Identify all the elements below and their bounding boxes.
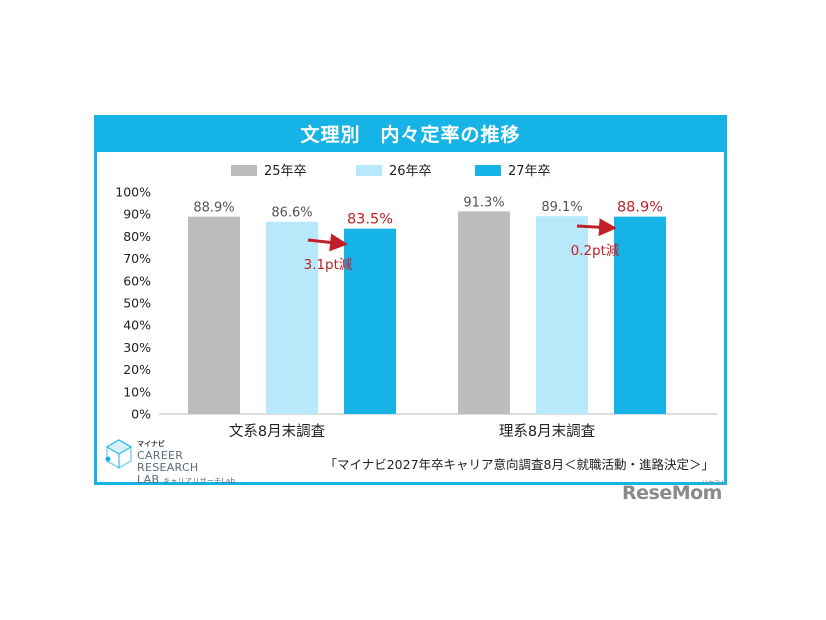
cube-logo-icon (105, 439, 132, 469)
logo-main-2: LAB (137, 473, 160, 486)
annotations: 3.1pt減 0.2pt減 (304, 218, 620, 273)
bar-1-0 (458, 211, 510, 414)
arrow-icon (307, 233, 348, 252)
bar-value-label: 83.5% (347, 212, 393, 228)
logo-sub: キャリアリサーチLab (163, 477, 236, 485)
y-tick-label: 30% (123, 340, 151, 355)
legend: 25年卒 26年卒 27年卒 (231, 164, 551, 179)
y-tick-label: 60% (123, 273, 151, 288)
y-tick-label: 100% (115, 185, 151, 200)
legend-swatch-2 (475, 165, 501, 176)
y-tick-label: 20% (123, 362, 151, 377)
arrow-icon (576, 218, 617, 237)
logo-main-1: CAREER RESEARCH (137, 449, 199, 474)
x-category-label: 理系8月末調査 (499, 423, 595, 440)
bar-value-label: 89.1% (541, 200, 582, 215)
y-tick-label: 80% (123, 229, 151, 244)
resemom-watermark: ReseMom (622, 482, 722, 504)
bar-0-2 (344, 228, 396, 414)
change-annotation: 0.2pt減 (571, 242, 620, 259)
chart-title: 文理別 内々定率の推移 (97, 118, 724, 152)
change-annotation: 3.1pt減 (304, 256, 353, 273)
career-research-lab-logo: マイナビ CAREER RESEARCH LAB キャリアリサーチLab (105, 438, 245, 486)
legend-swatch-0 (231, 165, 257, 176)
y-tick-label: 90% (123, 207, 151, 222)
y-tick-label: 70% (123, 251, 151, 266)
y-tick-label: 10% (123, 384, 151, 399)
y-axis: 0% 10% 20% 30% 40% 50% 60% 70% 80% 90% 100% (115, 185, 717, 422)
bar-0-0 (188, 216, 240, 414)
resemom-watermark-kana: リセマム (702, 480, 727, 487)
bars: 88.9% 86.6% 83.5% 91.3% 89.1% 88.9% (188, 195, 666, 414)
legend-label-2: 27年卒 (508, 164, 551, 179)
bar-1-1 (536, 216, 588, 414)
bar-value-label: 86.6% (271, 206, 312, 221)
bar-value-label: 88.9% (193, 201, 234, 216)
legend-swatch-1 (356, 165, 382, 176)
bar-value-label: 91.3% (463, 195, 504, 210)
bar-0-1 (266, 221, 318, 414)
logo-kana: マイナビ (137, 440, 165, 448)
bar-1-2 (614, 216, 666, 414)
x-axis: 文系8月末調査 理系8月末調査 (229, 423, 595, 440)
x-category-label: 文系8月末調査 (229, 423, 325, 440)
bar-value-label: 88.9% (617, 200, 663, 216)
y-tick-label: 50% (123, 296, 151, 311)
legend-label-1: 26年卒 (389, 164, 432, 179)
chart-frame: 文理別 内々定率の推移 25年卒 26年卒 27年卒 0% 10% 20% 30% 40% 5… (94, 115, 727, 486)
bar-chart: 25年卒 26年卒 27年卒 0% 10% 20% 30% 40% 50% 60% 70% 80% 9… (115, 164, 717, 440)
y-tick-label: 0% (131, 407, 151, 422)
legend-label-0: 25年卒 (264, 164, 307, 179)
source-note: 「マイナビ2027年卒キャリア意向調査8月＜就職活動・進路決定＞」 (324, 457, 714, 472)
y-tick-label: 40% (123, 318, 151, 333)
